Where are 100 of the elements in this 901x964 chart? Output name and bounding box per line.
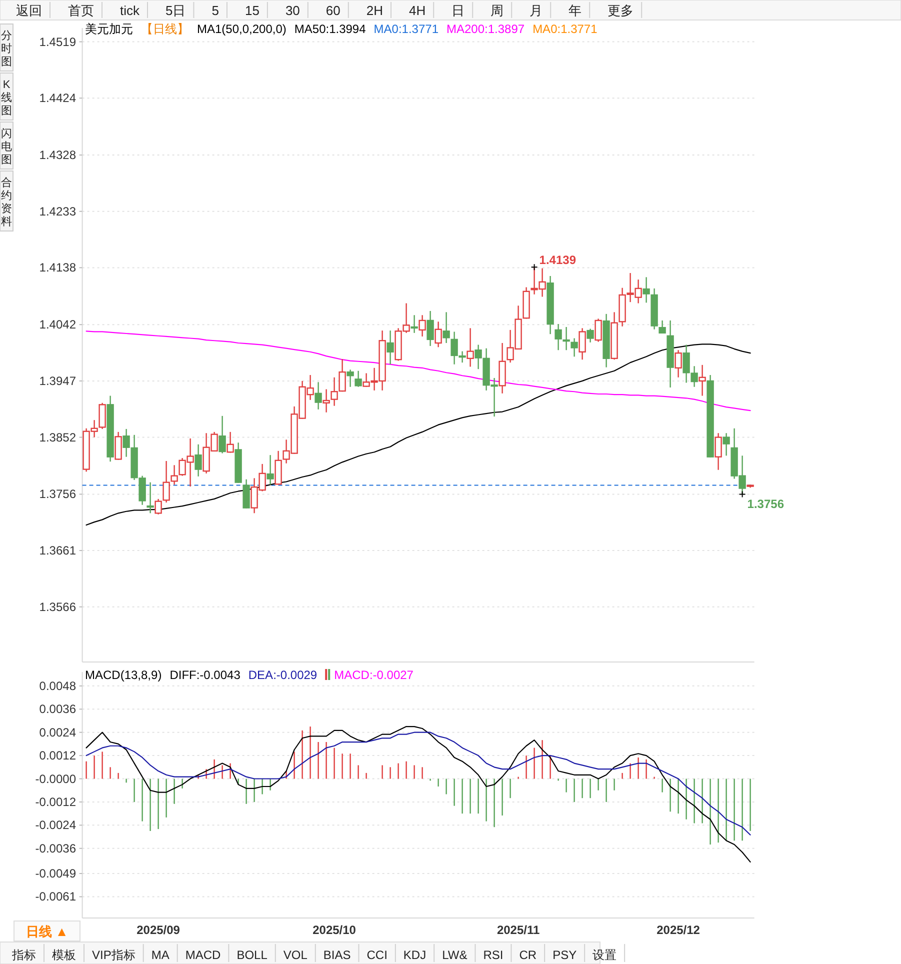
y-tick-label: 1.3852 <box>39 430 76 444</box>
category-label: RSI <box>483 948 504 962</box>
category-label: 日 <box>452 3 465 18</box>
text: MA0:1.3771 <box>532 22 598 36</box>
y-tick-label: 1.4328 <box>39 148 76 162</box>
candlestick <box>226 431 234 454</box>
candlestick <box>434 321 442 348</box>
candlestick <box>314 382 322 410</box>
category-label: 年 <box>568 3 582 18</box>
category-label: KDJ <box>403 948 426 962</box>
candlestick <box>442 312 450 344</box>
candlestick <box>218 415 226 454</box>
candlestick <box>354 370 362 388</box>
candlestick <box>594 318 602 342</box>
y-tick-label: 0.0048 <box>39 678 76 693</box>
category-label: 合约资料 <box>1 176 12 228</box>
candlestick <box>154 498 162 515</box>
category-label: 5 <box>212 3 219 18</box>
y-tick-label: -0.0049 <box>35 866 76 881</box>
chart-subtitle: 【日线】 <box>141 22 189 36</box>
y-tick-label: 1.4233 <box>39 204 76 218</box>
y-tick-label: 0.0012 <box>39 748 76 763</box>
category-label: 设置 <box>592 948 617 962</box>
category-label: 月 <box>530 3 543 18</box>
text: 日线 ▲ <box>26 924 68 939</box>
category-label: MACD <box>185 948 222 962</box>
category-label: 模板 <box>52 948 76 962</box>
category-label: 5日 <box>166 3 186 18</box>
line-series <box>86 330 751 412</box>
y-tick-label: 1.4424 <box>39 91 76 106</box>
ref-line-label: MA0:1.3771 <box>374 22 439 36</box>
category-label: 首页 <box>68 3 94 18</box>
category-label: 2H <box>366 3 383 18</box>
category-label: BIAS <box>323 948 351 962</box>
y-tick-label: 1.3756 <box>39 487 76 502</box>
legend-label: MACD:-0.0027 <box>334 668 414 682</box>
candlestick <box>410 314 418 334</box>
text: 1.4139 <box>539 253 576 268</box>
y-tick-label: 0.0024 <box>39 725 76 740</box>
category-label: VOL <box>283 948 308 962</box>
text: 1.3756 <box>747 497 784 512</box>
category-label: 更多 <box>608 3 634 18</box>
candlestick <box>146 482 154 514</box>
category-label: 分时图 <box>1 30 12 68</box>
candlestick <box>114 431 122 460</box>
candlestick <box>346 369 354 388</box>
x-tick-label: 2025/11 <box>496 923 540 937</box>
line-series <box>86 726 751 862</box>
category-label: CR <box>519 948 537 962</box>
text: DEA:-0.0029 <box>248 668 318 682</box>
candlestick <box>386 330 394 365</box>
line-series <box>86 732 751 836</box>
category-label: CCI <box>366 948 388 962</box>
candlestick <box>426 310 434 347</box>
y-tick-label: 1.4519 <box>39 34 76 49</box>
y-tick-label: 1.3661 <box>39 544 76 558</box>
candlestick <box>322 388 330 413</box>
candlestick <box>194 444 202 478</box>
y-tick-label: 1.3566 <box>39 600 76 614</box>
category-label: LW& <box>442 948 468 962</box>
candlestick <box>242 478 250 510</box>
category-label: 60 <box>326 3 340 18</box>
chart-title: 美元加元 <box>85 22 133 36</box>
candlestick <box>674 350 682 378</box>
y-tick-label: 1.3947 <box>39 374 76 388</box>
category-label: 返回 <box>16 3 42 18</box>
candlestick <box>274 450 282 486</box>
y-tick-label: 0.0036 <box>39 702 76 716</box>
candlestick <box>98 402 106 430</box>
candlestick <box>418 314 426 338</box>
candlestick <box>714 432 722 470</box>
category-label: 指标 <box>11 948 36 962</box>
text: MA200:1.3897 <box>446 22 525 36</box>
candlestick <box>698 364 706 396</box>
y-tick-label: -0.0012 <box>35 794 76 809</box>
category-label: 15 <box>244 3 260 18</box>
candlestick <box>266 454 274 486</box>
category-label: MA <box>151 948 170 962</box>
category-label: PSY <box>552 948 577 962</box>
y-tick-label: 1.4042 <box>39 318 76 332</box>
candlestick <box>586 328 594 343</box>
y-tick-label: -0.0061 <box>35 890 76 904</box>
text: DIFF:-0.0043 <box>170 668 241 682</box>
category-label: 周 <box>490 3 504 18</box>
category-label: 闪电图 <box>1 128 12 166</box>
candlestick <box>554 323 562 351</box>
y-tick-label: -0.0024 <box>35 818 76 832</box>
text: MA50:1.3994 <box>294 22 366 36</box>
category-label: tick <box>120 3 140 18</box>
candlestick <box>570 338 578 358</box>
x-tick-label: 2025/09 <box>136 923 180 937</box>
category-label: 30 <box>285 3 300 18</box>
category-label: BOLL <box>236 948 268 962</box>
category-label: 4H <box>409 3 426 18</box>
candlestick <box>466 328 474 368</box>
y-tick-label: 1.4138 <box>39 260 76 275</box>
candlestick <box>562 326 570 351</box>
candlestick <box>722 432 730 456</box>
category-label: K线图 <box>1 79 12 117</box>
category-label: VIP指标 <box>92 948 136 962</box>
